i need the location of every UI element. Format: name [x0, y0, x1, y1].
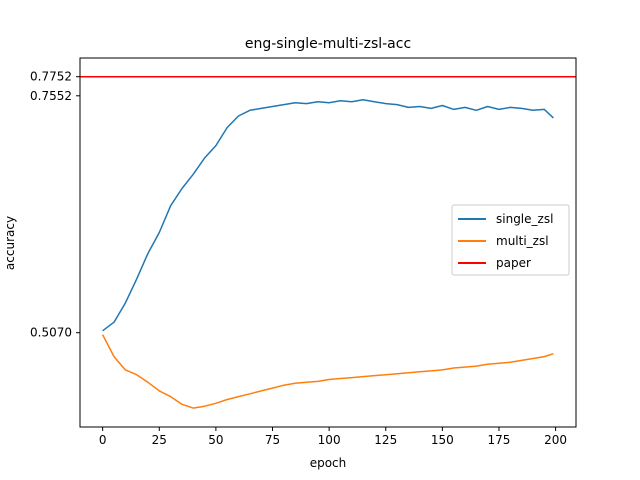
x-tick-label: 100	[318, 433, 341, 447]
series-line-single-zsl	[102, 99, 554, 332]
legend-box	[451, 204, 570, 276]
x-axis-label: epoch	[310, 456, 347, 470]
plot-area: 0 25 50 75 100 125 150 175 200 0.5070 0.7552 0.7752	[30, 70, 576, 447]
x-tick-label: 125	[374, 433, 397, 447]
x-tick-label: 75	[265, 433, 280, 447]
legend-label-paper: paper	[496, 256, 531, 270]
x-tick-label: 175	[488, 433, 511, 447]
x-tick-label: 0	[99, 433, 107, 447]
y-tick-label: 0.5070	[30, 326, 72, 340]
legend-label-single-zsl: single_zsl	[496, 212, 553, 226]
y-tick-label: 0.7552	[30, 89, 72, 103]
y-axis-label: accuracy	[3, 216, 17, 270]
x-tick-label: 50	[208, 433, 223, 447]
plot-frame	[79, 57, 577, 428]
x-tick-label: 200	[544, 433, 567, 447]
chart-title: eng-single-multi-zsl-acc	[245, 36, 411, 52]
x-tick-label: 150	[431, 433, 454, 447]
legend-label-multi-zsl: multi_zsl	[496, 234, 549, 248]
y-tick-label: 0.7752	[30, 70, 72, 84]
x-tick-label: 25	[152, 433, 167, 447]
series-line-multi-zsl	[101, 334, 554, 409]
legend: single_zsl multi_zsl paper	[451, 204, 570, 276]
